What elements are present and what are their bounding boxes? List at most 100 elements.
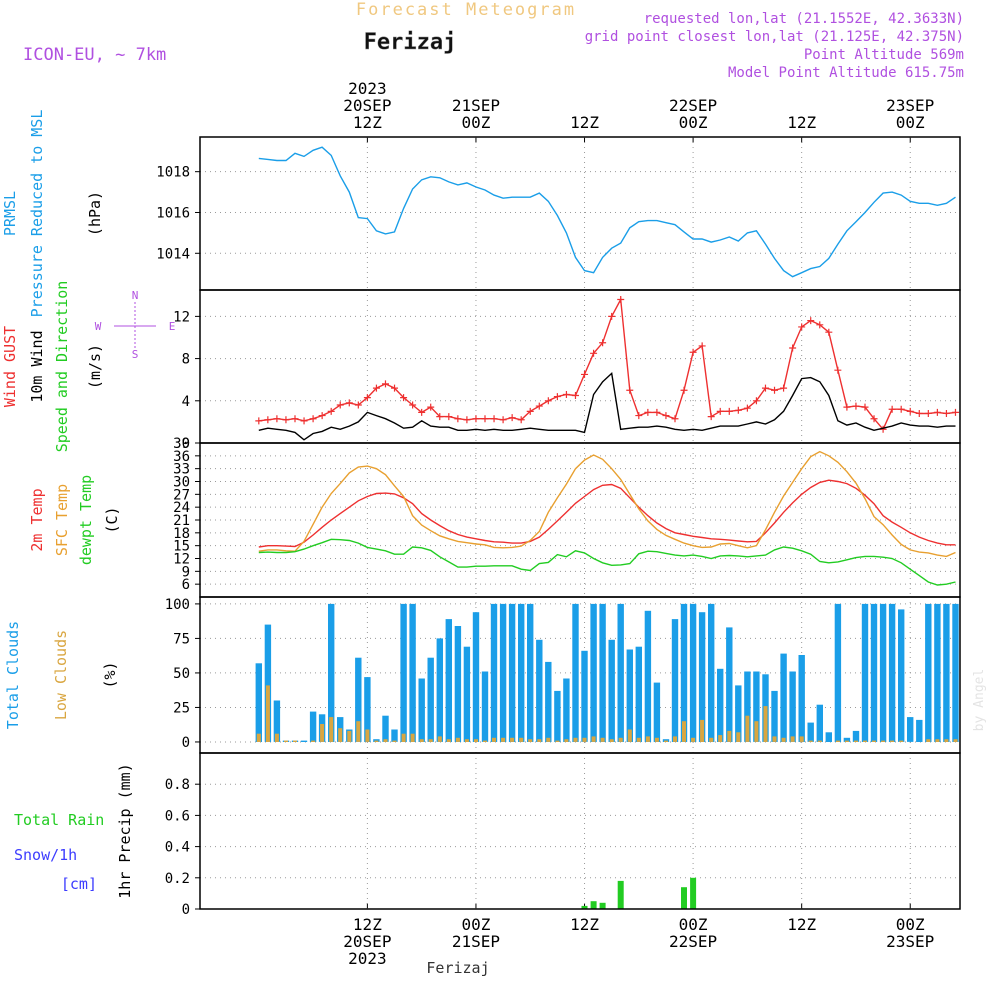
y-axis-label: Speed and Direction — [53, 281, 71, 453]
gust-point-marker — [535, 402, 543, 410]
time-tick-label: 12Z — [353, 113, 382, 132]
gust-point-marker — [264, 416, 272, 424]
total-cloud-bar — [698, 612, 706, 742]
y-tick-label: 18 — [173, 526, 190, 542]
gust-point-marker — [309, 415, 317, 423]
total-cloud-bar — [508, 603, 516, 742]
total-cloud-bar — [499, 603, 507, 742]
location-title: Ferizaj — [364, 30, 457, 55]
time-tick-label: 20SEP — [343, 96, 391, 115]
gust-point-marker — [318, 412, 326, 420]
low-cloud-bar — [609, 739, 614, 742]
gust-point-marker — [852, 402, 860, 410]
total-cloud-bar — [590, 603, 597, 742]
low-cloud-bar — [673, 736, 677, 742]
total-cloud-bar — [789, 671, 796, 742]
low-cloud-bar — [682, 721, 686, 742]
low-cloud-bar — [664, 740, 668, 742]
gust-point-marker — [418, 408, 426, 416]
total-cloud-bar — [382, 715, 389, 742]
gust-point-marker — [843, 403, 851, 411]
total-cloud-bar — [771, 690, 778, 742]
gust-point-marker — [291, 415, 299, 423]
y-tick-label: 1014 — [156, 246, 190, 262]
low-cloud-bar — [899, 740, 904, 742]
grid-point: grid point closest lon,lat (21.125E, 42.… — [585, 29, 964, 45]
low-cloud-bar — [446, 739, 451, 742]
gust-point-marker — [454, 415, 462, 423]
low-cloud-bar — [265, 685, 270, 742]
gust-point-marker — [391, 384, 399, 392]
low-cloud-bar — [872, 740, 876, 742]
low-cloud-bar — [854, 740, 858, 742]
low-cloud-bar — [627, 729, 632, 742]
y-tick-label: 39 — [173, 436, 190, 452]
low-cloud-bar — [392, 740, 397, 742]
total-cloud-bar — [445, 619, 452, 742]
y-tick-label: 24 — [173, 500, 190, 516]
gust-point-marker — [255, 417, 263, 425]
y-tick-label: 0 — [182, 436, 190, 452]
total-cloud-bar — [653, 682, 661, 742]
gust-point-marker — [671, 415, 679, 423]
y-tick-label: 0.8 — [165, 777, 190, 793]
total-cloud-bar — [454, 626, 462, 742]
series-line-10m-wind — [258, 372, 956, 441]
total-cloud-bar — [888, 603, 896, 742]
gust-point-marker — [571, 392, 579, 400]
low-cloud-bar — [636, 737, 641, 742]
gust-point-marker — [427, 403, 435, 411]
gust-point-marker — [372, 384, 380, 392]
low-cloud-bar — [437, 736, 442, 742]
rain-bar — [681, 887, 687, 909]
low-cloud-bar — [691, 737, 696, 742]
total-cloud-bar — [925, 603, 932, 742]
total-cloud-bar — [689, 603, 697, 742]
gust-point-marker — [942, 409, 950, 417]
gust-point-marker — [526, 407, 534, 415]
low-cloud-bar — [835, 740, 840, 742]
gust-point-marker — [472, 415, 480, 423]
gust-point-marker — [771, 386, 779, 394]
total-cloud-bar — [255, 663, 262, 742]
total-cloud-bar — [852, 730, 860, 742]
precip-legend-entry: Total Rain — [14, 811, 104, 829]
total-cloud-bar — [518, 603, 525, 742]
low-cloud-bar — [311, 740, 316, 742]
low-cloud-bar — [700, 719, 705, 742]
gust-point-marker — [870, 415, 878, 423]
panel-frame-precipitation — [199, 752, 961, 910]
gust-point-marker — [924, 409, 932, 417]
compass-label-east: E — [169, 320, 176, 333]
y-tick-label: 1016 — [156, 205, 190, 221]
total-cloud-bar — [309, 711, 317, 742]
gust-point-marker — [689, 348, 697, 356]
gust-point-marker — [725, 407, 733, 415]
low-cloud-bar — [817, 740, 822, 742]
total-cloud-bar — [527, 603, 534, 742]
low-cloud-bar — [573, 737, 578, 742]
low-cloud-bar — [293, 740, 297, 742]
chart-panels: 1014 1016 1018 PRMSL Pressure Reduced to MSL… — [1, 110, 961, 918]
time-tick-label: 00Z — [679, 915, 708, 934]
compass-label-south: S — [132, 348, 139, 361]
y-axis-label: 1hr Precip (mm) — [116, 763, 134, 898]
low-cloud-bar — [727, 730, 732, 742]
gust-point-marker — [680, 386, 688, 394]
gust-point-marker — [707, 413, 715, 421]
total-cloud-bar — [617, 603, 624, 742]
total-cloud-bar — [680, 603, 688, 742]
low-cloud-bar — [709, 737, 714, 742]
compass-label-north: N — [132, 289, 139, 302]
low-cloud-bar — [546, 737, 551, 742]
gust-point-marker — [381, 380, 389, 388]
time-tick-label: 2023 — [348, 79, 387, 98]
gust-point-marker — [698, 342, 706, 350]
gust-point-marker — [761, 384, 769, 392]
y-axis-label: (hPa) — [86, 191, 104, 236]
panel-clouds: 0 25 50 75 100 Total Clouds Low Clouds (%) — [4, 596, 961, 754]
low-cloud-bar — [284, 740, 288, 742]
y-tick-label: 33 — [173, 462, 190, 478]
time-tick-label: 23SEP — [886, 96, 934, 115]
